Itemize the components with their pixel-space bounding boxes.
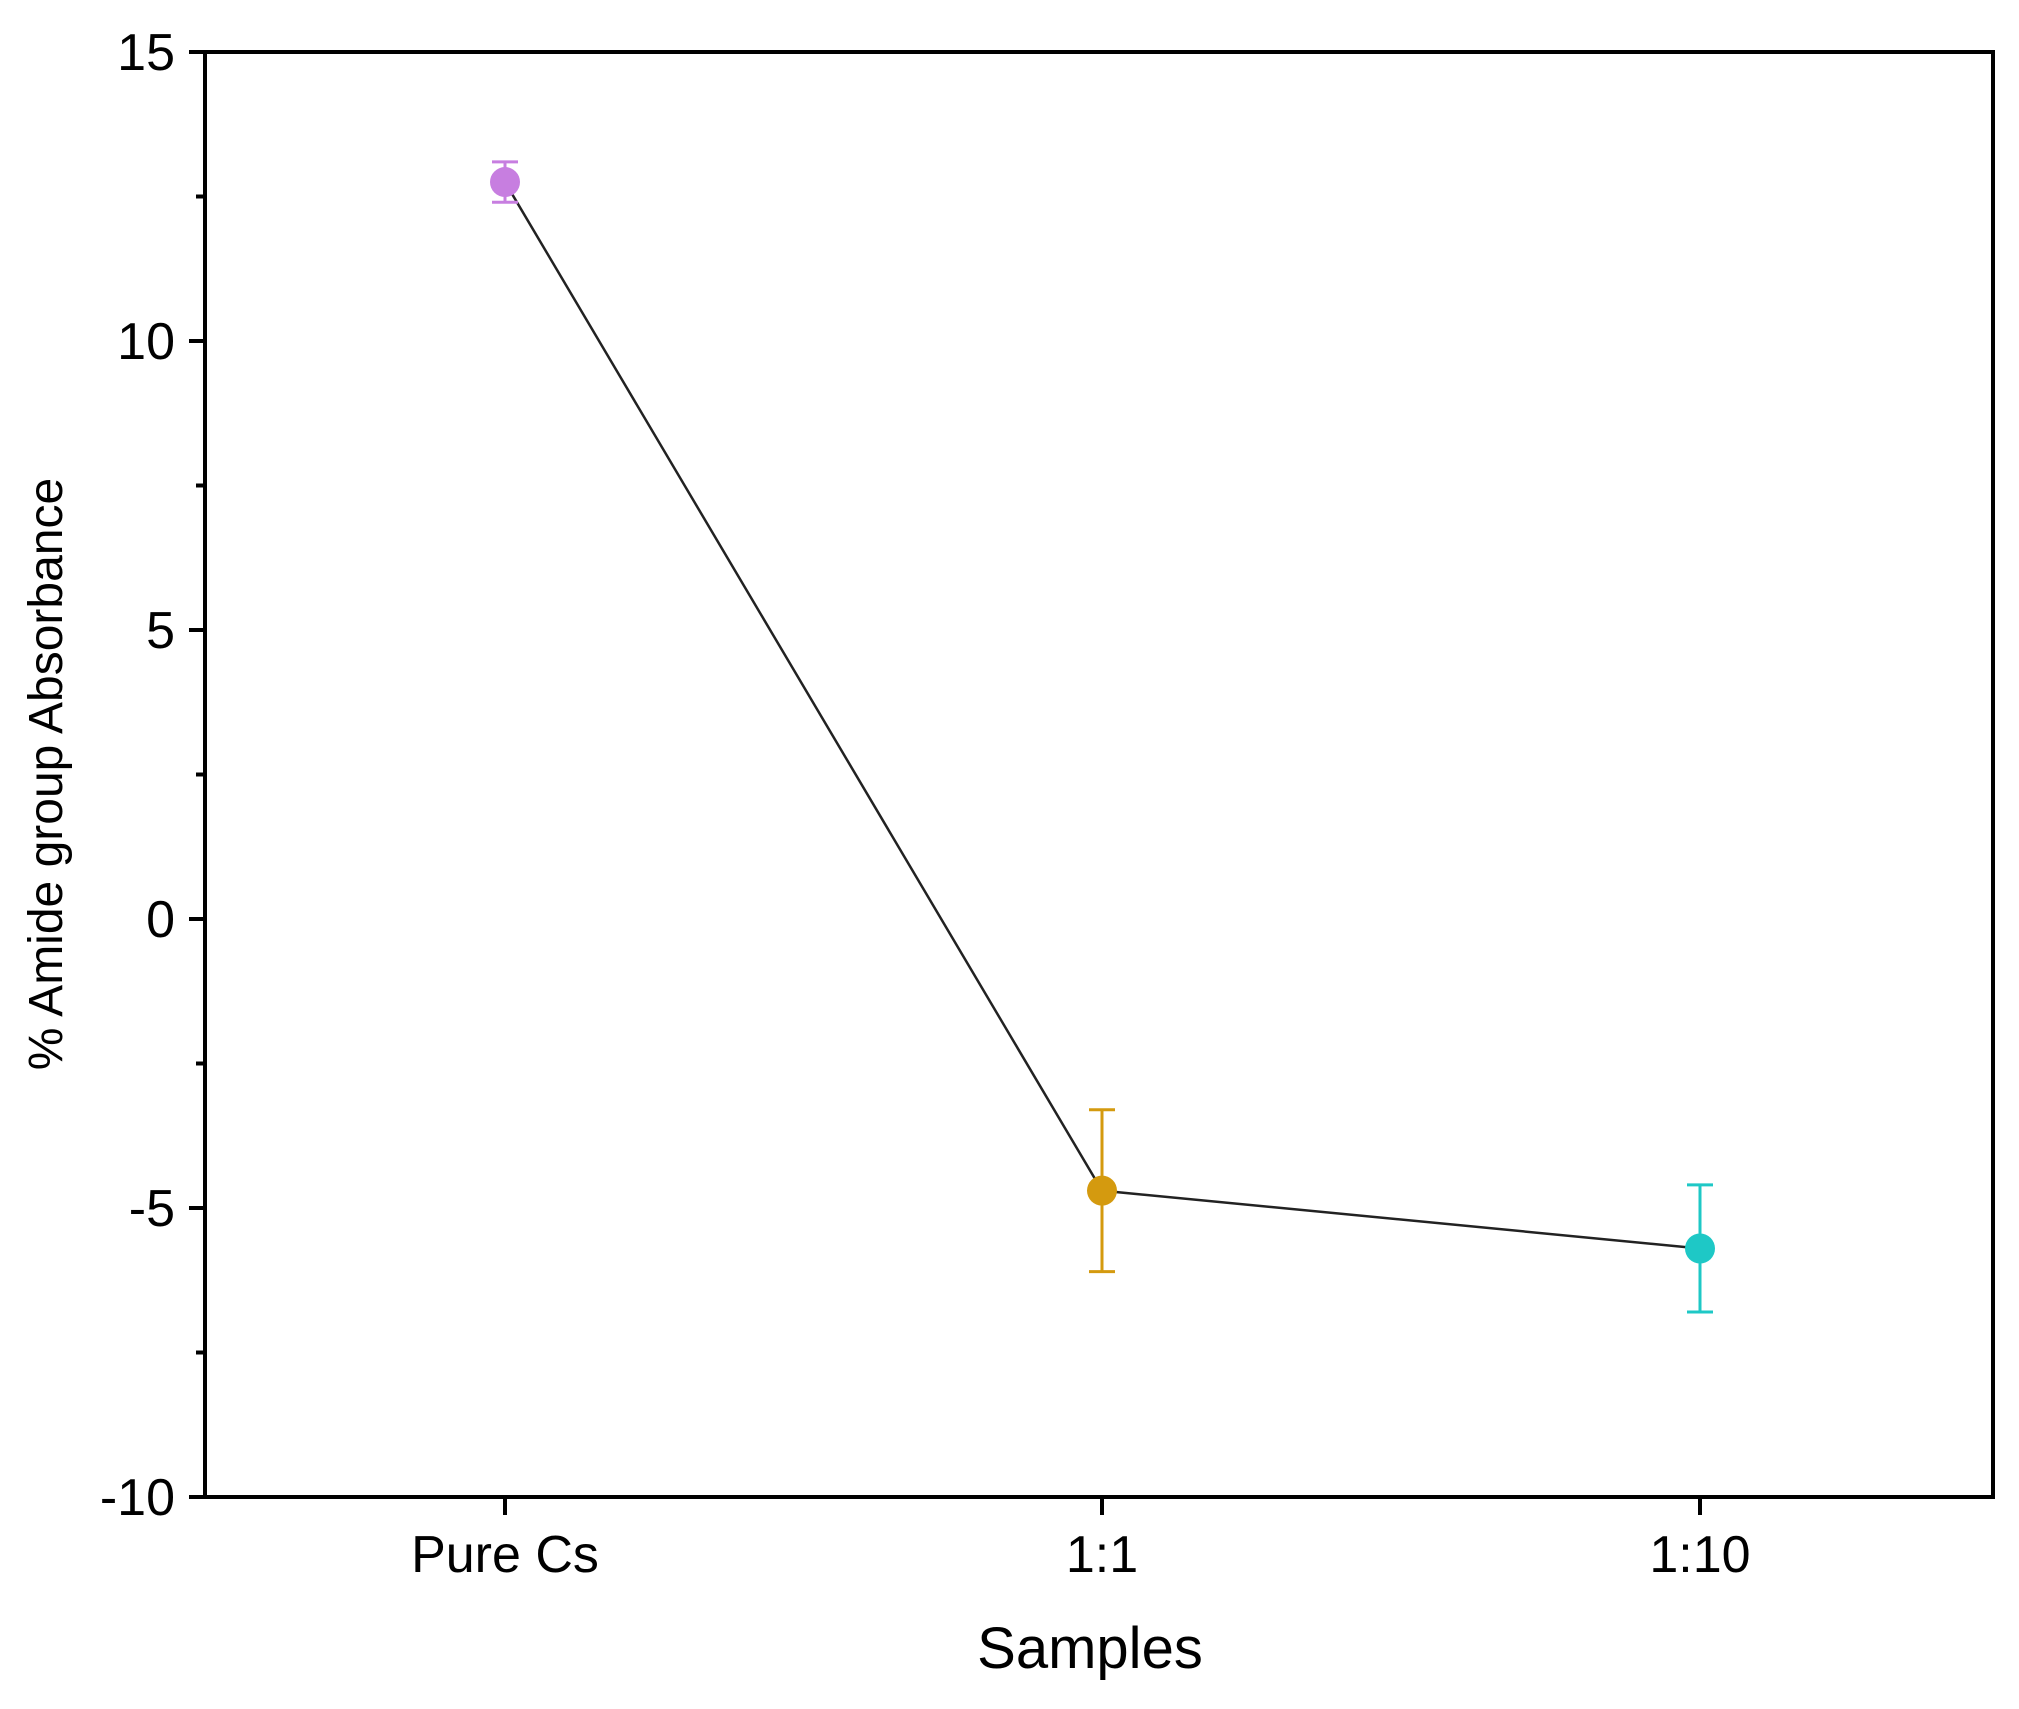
y-tick-label: 15 [117, 24, 175, 82]
x-tick-label: 1:10 [1649, 1526, 1750, 1584]
data-point [1087, 1175, 1117, 1206]
x-tick-label: 1:1 [1066, 1526, 1138, 1584]
y-axis-title: % Amide group Absorbance [20, 478, 73, 1070]
y-axis: -10 -5 0 5 10 15 [100, 24, 205, 1527]
x-tick-label: Pure Cs [411, 1526, 599, 1584]
y-tick-label: -5 [129, 1180, 175, 1238]
x-axis-title: Samples [977, 1616, 1203, 1681]
data-points [490, 160, 1715, 1314]
y-tick-label: 0 [146, 891, 175, 949]
series-line [503, 181, 1701, 1250]
data-point [490, 167, 520, 198]
y-tick-label: -10 [100, 1469, 175, 1527]
x-axis: Pure Cs 1:1 1:10 [411, 1497, 1751, 1584]
data-point [1685, 1233, 1715, 1264]
y-tick-label: 10 [117, 313, 175, 371]
plot-frame [203, 50, 1995, 1499]
y-tick-label: 5 [146, 602, 175, 660]
